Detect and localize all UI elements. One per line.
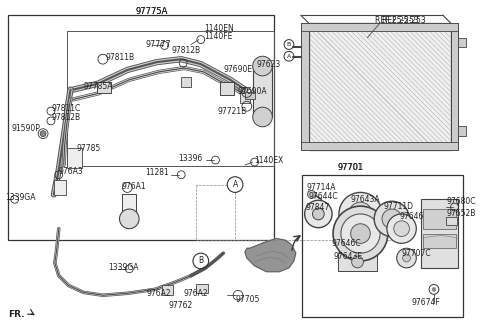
Bar [97, 82, 111, 93]
Bar [122, 195, 136, 222]
Text: 97643E: 97643E [333, 252, 362, 260]
Bar [8, 15, 274, 240]
Circle shape [394, 221, 409, 236]
Bar [338, 253, 377, 271]
Circle shape [339, 193, 382, 236]
Text: 97777: 97777 [146, 40, 171, 49]
Bar [181, 77, 191, 87]
Text: REF 25-253: REF 25-253 [382, 16, 426, 26]
Text: 97714A: 97714A [307, 183, 336, 192]
Bar [423, 234, 456, 248]
Text: 1140FE: 1140FE [204, 32, 232, 41]
Text: 97775A: 97775A [136, 7, 168, 16]
Circle shape [120, 209, 139, 229]
Text: 97701: 97701 [337, 163, 364, 173]
Text: FR.: FR. [8, 310, 24, 319]
Text: 91590P: 91590P [12, 124, 41, 133]
Circle shape [312, 208, 324, 220]
Text: 97775A: 97775A [136, 7, 168, 16]
Circle shape [357, 210, 364, 218]
Text: 976A2: 976A2 [146, 289, 171, 298]
Bar [300, 142, 458, 150]
Bar [220, 82, 234, 95]
Text: 97701: 97701 [338, 163, 363, 173]
Text: 97721B: 97721B [217, 107, 247, 115]
Bar [54, 180, 66, 195]
Bar [421, 199, 458, 268]
Bar [302, 175, 463, 317]
Bar [309, 23, 451, 150]
Bar [67, 148, 82, 168]
Text: 97785: 97785 [76, 144, 101, 153]
Text: 97690A: 97690A [237, 87, 267, 96]
Circle shape [305, 200, 332, 228]
Text: 1140EN: 1140EN [204, 24, 233, 33]
Text: 11281: 11281 [145, 168, 168, 177]
Polygon shape [245, 238, 296, 272]
Circle shape [387, 214, 416, 243]
Bar [196, 283, 208, 293]
Bar [300, 23, 309, 150]
Circle shape [308, 191, 315, 198]
Text: 97646C: 97646C [331, 239, 360, 248]
Text: 97643A: 97643A [351, 195, 380, 204]
Text: 976A3: 976A3 [59, 167, 84, 176]
Circle shape [382, 209, 402, 229]
Circle shape [432, 287, 436, 291]
Circle shape [348, 202, 372, 226]
Bar [300, 23, 458, 31]
Text: 97812B: 97812B [171, 46, 201, 55]
Bar [245, 92, 255, 99]
Text: 97646: 97646 [400, 213, 424, 221]
Bar [240, 93, 250, 103]
Text: 1339GA: 1339GA [108, 263, 138, 272]
Circle shape [351, 224, 370, 243]
Circle shape [403, 254, 410, 262]
Text: REF 25-253: REF 25-253 [375, 16, 419, 26]
Text: 1339GA: 1339GA [5, 193, 36, 202]
Circle shape [396, 248, 416, 268]
Circle shape [333, 206, 388, 261]
Bar [458, 126, 466, 135]
Circle shape [374, 201, 409, 236]
Bar [451, 23, 458, 150]
Bar [446, 217, 457, 225]
Text: B: B [287, 42, 291, 47]
Bar [162, 285, 173, 295]
Text: B: B [198, 256, 204, 265]
Bar [423, 209, 456, 229]
Text: 97707C: 97707C [402, 249, 431, 257]
Text: 97711D: 97711D [384, 202, 414, 211]
Text: 97811B: 97811B [106, 53, 135, 62]
Text: 97674F: 97674F [412, 297, 441, 307]
Text: 97847: 97847 [306, 203, 330, 212]
Text: 97644C: 97644C [309, 192, 338, 201]
Text: 97680C: 97680C [447, 197, 476, 206]
Text: 1140EX: 1140EX [255, 155, 284, 165]
Text: 97811C: 97811C [52, 104, 81, 113]
Bar [253, 66, 272, 117]
Circle shape [341, 214, 380, 253]
Text: 13396: 13396 [179, 154, 203, 163]
Bar [458, 38, 466, 48]
Text: 97690E: 97690E [223, 66, 252, 74]
Circle shape [253, 56, 272, 76]
Text: 97785A: 97785A [83, 82, 113, 91]
Circle shape [40, 131, 46, 136]
Text: A: A [287, 54, 291, 59]
Text: 976A2: 976A2 [183, 289, 208, 298]
Text: 97705: 97705 [235, 295, 260, 304]
Circle shape [352, 256, 363, 268]
Text: 976A1: 976A1 [121, 182, 146, 191]
Text: 97812B: 97812B [52, 113, 81, 122]
Bar [67, 31, 274, 166]
Text: 97762: 97762 [168, 300, 192, 310]
Circle shape [253, 107, 272, 127]
Text: A: A [232, 180, 238, 189]
Text: 97652B: 97652B [447, 210, 476, 218]
Text: 97623: 97623 [257, 60, 281, 69]
